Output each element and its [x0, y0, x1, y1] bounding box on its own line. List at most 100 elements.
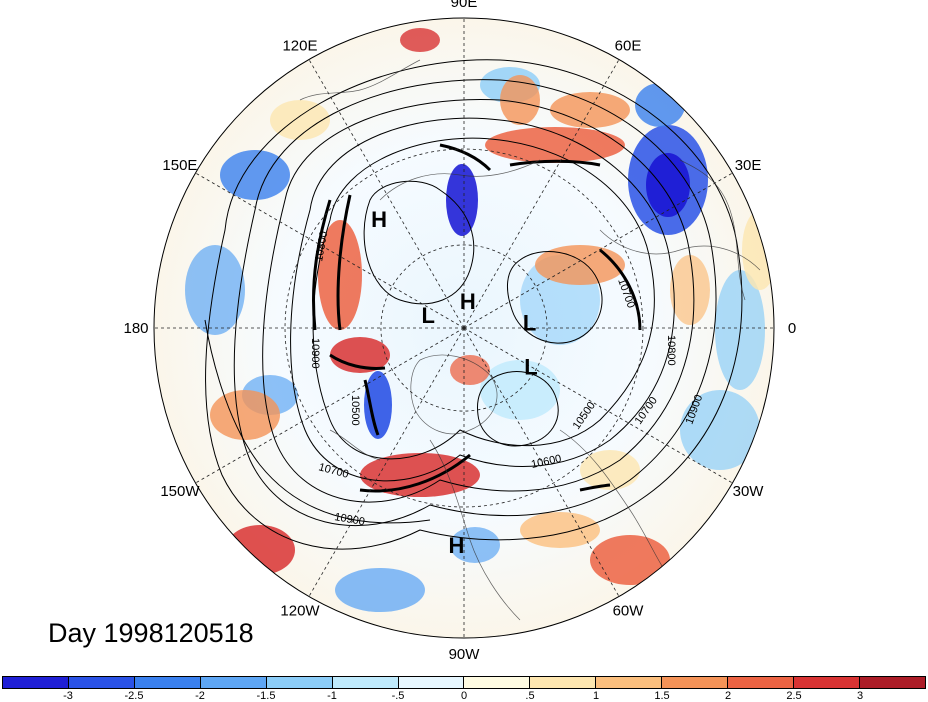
day-label: Day 1998120518	[48, 618, 254, 648]
coastline	[410, 354, 498, 435]
colorbar-cell	[464, 677, 531, 688]
colorbar-tick-label: -2.5	[124, 690, 144, 702]
contour-label: 10900	[333, 511, 365, 528]
jet-contour	[509, 159, 601, 167]
contour-line	[312, 137, 655, 460]
jet-contour	[439, 143, 492, 172]
colorbar-tick-label: 1	[592, 690, 600, 702]
anomaly-positive	[318, 220, 362, 330]
colorbar-cell	[332, 677, 399, 688]
colorbar-tick-label: 3	[856, 690, 864, 702]
anomaly-positive	[225, 525, 295, 575]
longitude-label: 60W	[613, 602, 645, 619]
anomaly-negative	[680, 390, 760, 470]
anomaly-positive	[670, 255, 710, 325]
meridian-line	[463, 327, 620, 597]
anomaly-negative	[364, 371, 392, 439]
meridian-line	[308, 327, 465, 597]
colorbar-tick-label: 1.5	[654, 690, 670, 702]
coastline	[599, 229, 761, 271]
low-pressure-marker: L	[524, 355, 537, 380]
colorbar-cell	[530, 677, 597, 688]
contour-label: 10800	[313, 230, 330, 262]
contour-line	[262, 98, 695, 503]
longitude-label: 120E	[282, 38, 317, 55]
latitude-circle	[380, 244, 548, 412]
longitude-label: 90E	[451, 0, 478, 11]
anomaly-positive	[210, 390, 280, 440]
contour-label: 10500	[349, 395, 361, 426]
colorbar-tick-label: 0	[460, 690, 468, 702]
anomaly-positive	[590, 535, 670, 585]
colorbar-tick-labels: -3 -2.5 -2 -1.5 -1 -.5 0 .5 1 1.5 2 2.5 3	[2, 690, 926, 702]
anomaly-negative	[480, 360, 560, 420]
meridian-line	[308, 59, 465, 329]
colorbar-cell	[134, 677, 201, 688]
coastline	[299, 59, 421, 101]
jet-contour	[336, 194, 352, 331]
meridian-line	[463, 59, 620, 329]
colorbar-cell	[3, 677, 69, 688]
contour-line	[477, 371, 559, 447]
colorbar-cell	[596, 677, 663, 688]
coastline	[679, 159, 746, 301]
colorbar	[2, 676, 926, 689]
meridian-line	[195, 327, 465, 484]
contour-line	[205, 59, 743, 550]
high-pressure-marker: H	[371, 207, 387, 232]
meridian-line	[463, 172, 733, 329]
colorbar-cell	[728, 677, 795, 688]
anomaly-negative	[185, 245, 245, 335]
jet-contour	[363, 379, 380, 436]
meridian-line	[195, 172, 465, 329]
jet-contour	[359, 453, 471, 493]
coastline	[429, 439, 521, 621]
colorbar-tick-label: .5	[525, 690, 535, 702]
colorbar-cell	[794, 677, 860, 688]
anomaly-positive	[360, 453, 480, 497]
longitude-label: 90W	[449, 646, 481, 663]
colorbar-cell	[859, 677, 925, 688]
colorbar-tick-label: 2	[724, 690, 732, 702]
low-pressure-marker: L	[523, 310, 536, 335]
colorbar-tick-label: -2	[195, 690, 205, 702]
colorbar-tick-label: -3	[63, 690, 73, 702]
meridian-line	[463, 327, 733, 484]
low-pressure-marker: L	[422, 303, 435, 328]
colorbar-cell	[398, 677, 465, 688]
colorbar-tick-label: -1.5	[256, 690, 276, 702]
colorbar-tick-label: -1	[327, 690, 337, 702]
map-boundary	[153, 17, 775, 639]
longitude-label: 180	[123, 320, 148, 337]
high-pressure-marker: H	[448, 533, 464, 558]
anomaly-positive	[270, 100, 330, 140]
contour-line	[290, 117, 675, 482]
colorbar-cell	[662, 677, 729, 688]
colorbar-cell	[200, 677, 267, 688]
longitude-label: 150W	[160, 483, 200, 500]
contour-line	[363, 180, 475, 305]
longitude-label: 150E	[162, 157, 197, 174]
longitude-label: 30W	[733, 483, 765, 500]
anomaly-positive	[500, 75, 540, 125]
anomaly-negative	[450, 527, 500, 563]
anomaly-negative	[335, 568, 425, 612]
anomaly-positive	[535, 245, 625, 285]
longitude-label: 120W	[280, 602, 320, 619]
jet-contour	[579, 483, 611, 492]
longitude-label: 30E	[735, 157, 762, 174]
anomaly-positive	[580, 450, 640, 490]
contour-label: 10900	[309, 338, 321, 369]
anomaly-positive	[520, 512, 600, 548]
coastline	[329, 429, 381, 461]
anomaly-positive	[485, 127, 625, 163]
longitude-labels: 90E 60E 30E 0 30W 60W 90W 120W 150W 180 150E 120E	[123, 0, 796, 663]
longitude-label: 60E	[615, 38, 642, 55]
anomaly-negative	[646, 153, 690, 217]
contour-label: 10800	[665, 335, 677, 366]
colorbar-cell	[266, 677, 333, 688]
anomaly-negative	[220, 150, 290, 200]
colorbar-cell	[68, 677, 135, 688]
